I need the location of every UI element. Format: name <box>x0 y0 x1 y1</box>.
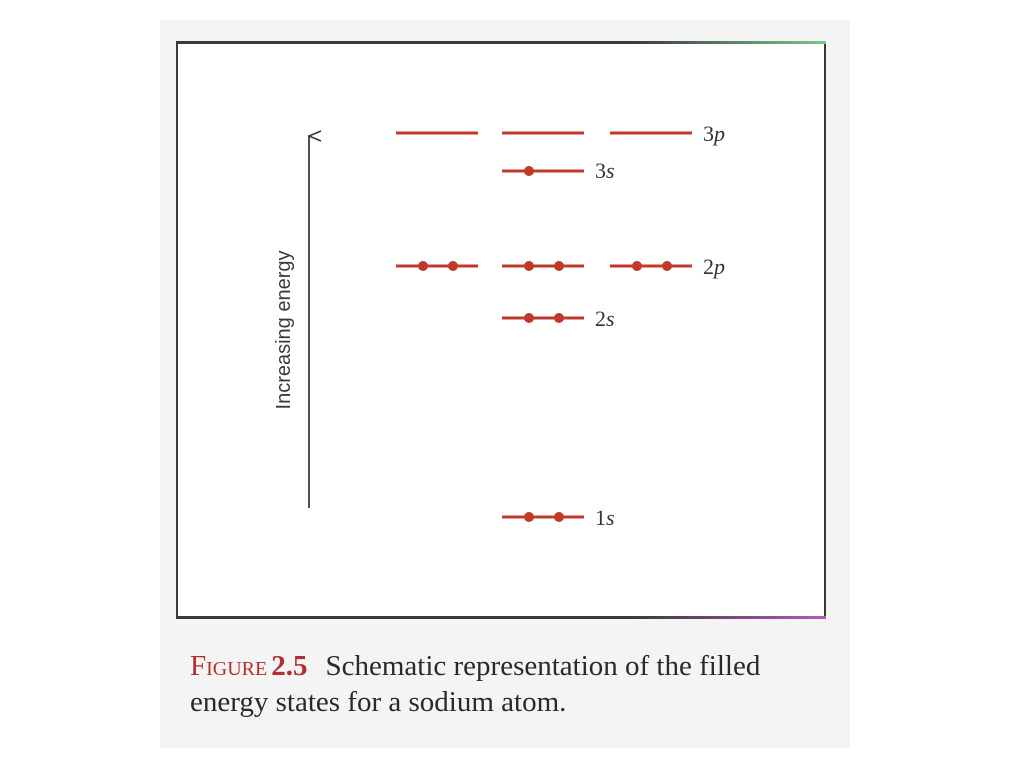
electron <box>524 512 534 522</box>
level-3s: 3s <box>502 158 615 183</box>
electron <box>632 261 642 271</box>
electron <box>524 166 534 176</box>
level-2p: 2p <box>396 254 725 279</box>
caption-number: 2.5 <box>271 650 308 682</box>
level-1s: 1s <box>502 505 615 530</box>
axis-label: Increasing energy <box>273 251 295 410</box>
figure-caption: Figure 2.5 Schematic representation of the… <box>190 648 830 720</box>
electron <box>554 512 564 522</box>
level-label-3s: 3s <box>595 158 615 183</box>
caption-text: Schematic representation of the filled e… <box>190 650 761 718</box>
level-label-3p: 3p <box>703 121 725 146</box>
level-label-2s: 2s <box>595 306 615 331</box>
electron <box>662 261 672 271</box>
electron <box>554 313 564 323</box>
level-label-2p: 2p <box>703 254 725 279</box>
level-2s: 2s <box>502 306 615 331</box>
electron <box>448 261 458 271</box>
electron <box>418 261 428 271</box>
electron <box>524 313 534 323</box>
caption-label: Figure <box>190 650 268 682</box>
energy-level-diagram: Increasing energy 3p 3s 2p 2s 1s <box>273 121 725 530</box>
electron <box>524 261 534 271</box>
level-label-1s: 1s <box>595 505 615 530</box>
electron <box>554 261 564 271</box>
level-3p: 3p <box>396 121 725 146</box>
figure-frame <box>176 41 826 619</box>
